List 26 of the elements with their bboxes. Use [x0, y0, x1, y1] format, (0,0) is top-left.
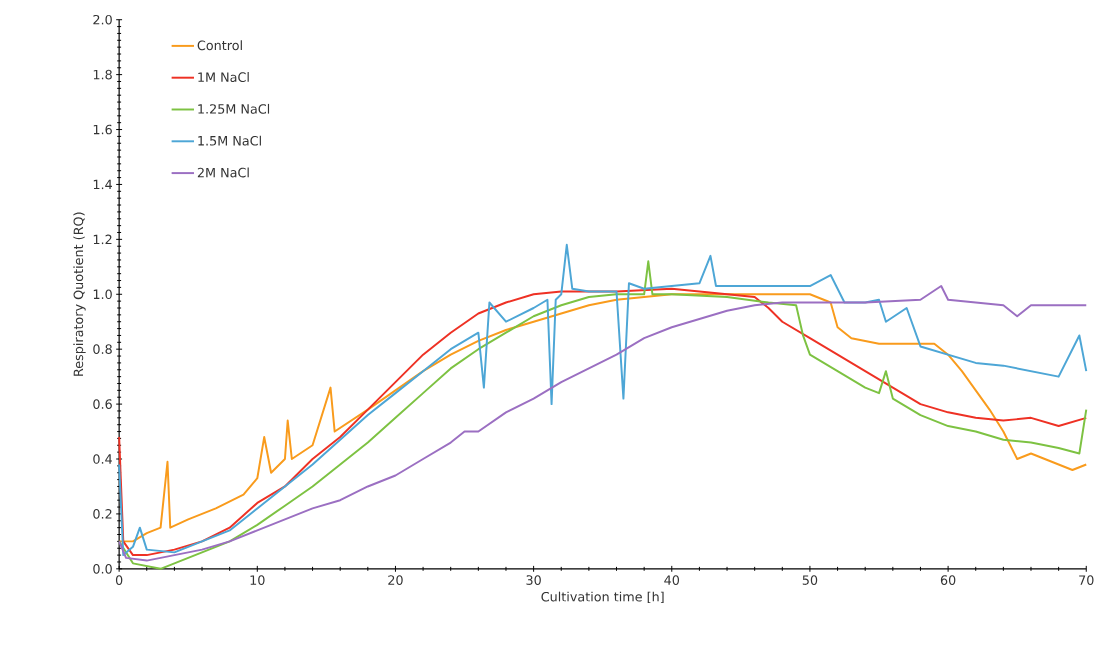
y-tick-label: 1.0	[93, 289, 112, 300]
y-tick-label: 1.4	[93, 179, 112, 190]
x-tick-label: 20	[388, 575, 403, 586]
y-tick-label: 0.2	[93, 509, 112, 519]
x-tick-label: 10	[250, 575, 265, 586]
x-tick-label: 60	[940, 575, 956, 586]
y-axis-title: Respiratory Quotient (RQ)	[73, 212, 86, 376]
legend-label: 1.5M NaCl	[198, 135, 261, 146]
legend-label: 2M NaCl	[197, 167, 249, 178]
x-tick-label: 70	[1079, 575, 1094, 586]
legend-label: 1M NaCl	[198, 72, 249, 83]
x-tick-label: 50	[802, 575, 818, 586]
y-tick-label: 1.8	[93, 69, 112, 80]
y-tick-label: 0.8	[93, 344, 112, 355]
legend-label: 1.25M NaCl	[198, 104, 270, 114]
y-tick-label: 0.6	[93, 399, 112, 410]
y-tick-label: 0.4	[93, 454, 112, 464]
y-tick-label: 0.0	[93, 564, 112, 574]
y-tick-label: 1.2	[93, 234, 112, 245]
x-tick-label: 30	[526, 575, 541, 586]
y-tick-label: 1.6	[93, 124, 112, 135]
x-axis-title: Cultivation time [h]	[541, 591, 664, 604]
legend-label: Control	[197, 40, 242, 51]
y-tick-label: 2.0	[93, 15, 112, 25]
x-tick-label: 40	[664, 575, 680, 586]
x-tick-label: 0	[115, 575, 123, 586]
